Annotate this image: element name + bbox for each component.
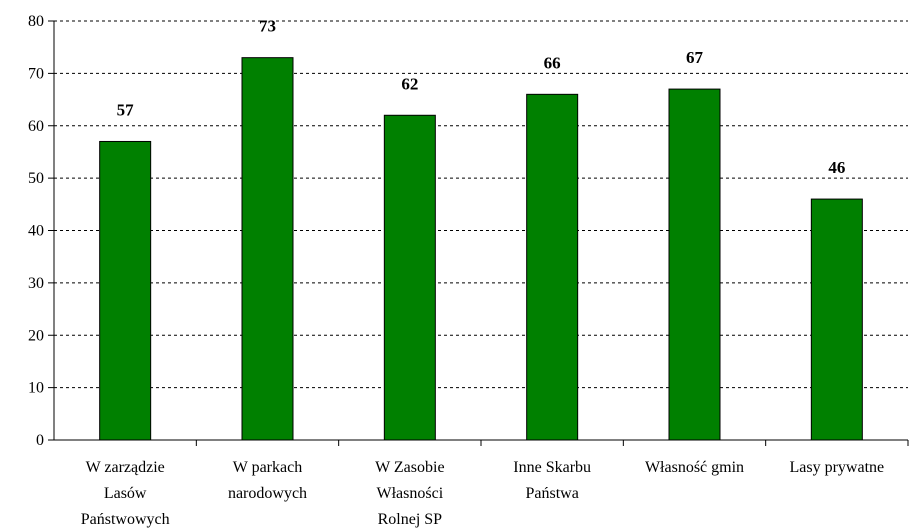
data-label: 73 [259,17,276,36]
category-label: Lasy prywatne [790,459,885,476]
data-label: 66 [544,53,561,72]
category-label: W parkach [233,459,302,476]
y-tick-label: 40 [28,223,44,240]
y-tick-label: 0 [36,432,44,449]
bars [99,57,863,441]
category-label: Rolnej SP [378,511,443,528]
y-tick-label: 30 [28,275,44,292]
category-label: W zarządzie [86,459,165,476]
category-label: Lasów [104,485,147,502]
y-tick-label: 70 [28,65,44,82]
category-label: Państwa [526,485,579,502]
bar [383,114,436,441]
category-label: Własności [377,485,444,502]
bar [99,140,152,441]
data-label: 57 [117,100,135,119]
gridlines [54,20,908,389]
y-tick-labels: 0 10 20 30 40 50 60 70 80 [28,13,54,449]
data-label: 67 [686,48,704,67]
category-labels: W zarządzie Lasów Państwowych W parkach naro… [81,440,909,528]
bar [526,93,579,441]
bar [668,88,721,441]
category-label: Inne Skarbu [513,459,591,476]
data-labels: 57 73 62 66 67 46 [117,17,846,177]
y-tick-label: 60 [28,118,44,135]
category-label: Własność gmin [645,459,744,476]
y-tick-label: 50 [28,170,44,187]
category-label: Państwowych [81,511,170,528]
bar [810,198,863,441]
y-tick-label: 20 [28,327,44,344]
data-label: 46 [828,158,845,177]
data-label: 62 [401,74,418,93]
y-tick-label: 10 [28,380,44,397]
y-tick-label: 80 [28,13,44,30]
category-label: W Zasobie [375,459,444,476]
bar [241,57,294,441]
category-label: narodowych [228,485,307,502]
